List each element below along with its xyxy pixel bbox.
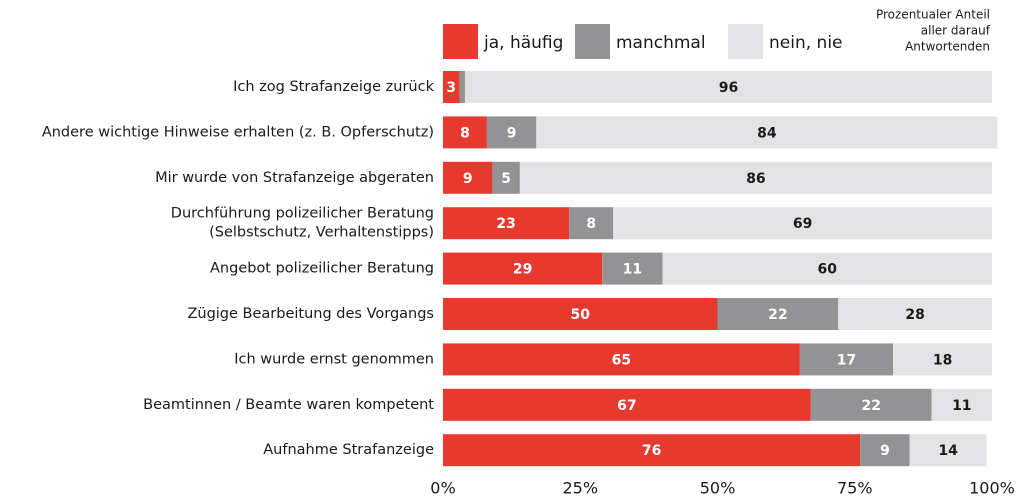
bar-segment: [464, 71, 993, 103]
legend-label: nein, nie: [769, 33, 843, 53]
value-label: 8: [586, 216, 596, 232]
legend-label: manchmal: [616, 33, 706, 53]
bar-segment: [443, 388, 811, 421]
category-label: (Selbstschutz, Verhaltenstipps): [209, 225, 434, 241]
bar-segment: [443, 207, 570, 240]
legend-swatch: [575, 24, 610, 59]
value-label: 29: [513, 262, 532, 278]
legend-swatch: [728, 24, 763, 59]
annotation: Prozentualer Anteil: [876, 8, 990, 22]
x-tick-label: 50%: [700, 479, 736, 498]
bar-segment: [909, 434, 987, 467]
value-label: 22: [861, 398, 880, 414]
value-label: 11: [623, 262, 642, 278]
value-label: 84: [757, 125, 777, 141]
value-label: 76: [642, 443, 661, 459]
category-label: Zügige Bearbeitung des Vorgangs: [187, 306, 434, 322]
legend-swatch: [443, 24, 478, 59]
bar-segment: [613, 207, 992, 240]
bar-segment: [443, 298, 718, 330]
value-label: 60: [818, 262, 838, 278]
legend-label: ja, häufig: [483, 33, 563, 53]
value-label: 18: [933, 352, 952, 368]
bar-segment: [492, 161, 520, 194]
value-label: 28: [905, 307, 924, 323]
annotation: aller darauf: [921, 24, 991, 38]
annotation: Antwortenden: [905, 40, 990, 54]
bar-segment: [838, 298, 992, 330]
value-label: 65: [612, 352, 631, 368]
category-label: Ich zog Strafanzeige zurück: [233, 79, 434, 95]
category-label: Ich wurde ernst genommen: [234, 351, 434, 367]
bar-segment: [443, 252, 603, 285]
bar-segment: [799, 343, 894, 376]
value-label: 96: [719, 80, 738, 96]
value-label: 69: [793, 216, 812, 232]
bar-segment: [443, 161, 493, 194]
bar-segment: [486, 116, 537, 149]
value-label: 50: [571, 307, 591, 323]
category-label: Angebot polizeilicher Beratung: [210, 261, 434, 277]
value-label: 22: [768, 307, 787, 323]
bar-segment: [443, 434, 861, 467]
x-tick-label: 25%: [562, 479, 598, 498]
value-label: 3: [446, 80, 456, 96]
category-label: Aufnahme Strafanzeige: [263, 442, 434, 458]
bar-segment: [443, 116, 487, 149]
value-label: 8: [460, 125, 470, 141]
value-label: 14: [938, 443, 958, 459]
category-label: Andere wichtige Hinweise erhalten (z. B.…: [42, 124, 434, 140]
value-label: 5: [501, 171, 511, 187]
bar-segment: [860, 434, 910, 467]
x-tick-label: 75%: [837, 479, 873, 498]
bar-segment: [893, 343, 992, 376]
x-tick-label: 100%: [969, 479, 1015, 498]
x-tick-label: 0%: [430, 479, 455, 498]
category-label: Beamtinnen / Beamte waren kompetent: [143, 397, 434, 413]
bar-segment: [536, 116, 998, 149]
bar-segment: [810, 388, 932, 421]
bar-segment: [459, 71, 465, 103]
category-label: Durchführung polizeilicher Beratung: [171, 206, 434, 222]
bar-segment: [443, 343, 800, 376]
bar-segment: [717, 298, 839, 330]
value-label: 67: [617, 398, 636, 414]
bar-segment: [519, 161, 992, 194]
bar-segment: [569, 207, 614, 240]
bar-segment: [443, 71, 460, 103]
value-label: 11: [952, 398, 971, 414]
bar-segment: [602, 252, 663, 285]
bar-segment: [931, 388, 992, 421]
bar-segment: [662, 252, 992, 285]
value-label: 9: [463, 171, 473, 187]
value-label: 17: [837, 352, 856, 368]
value-label: 9: [507, 125, 517, 141]
category-label: Mir wurde von Strafanzeige abgeraten: [155, 170, 434, 186]
value-label: 86: [746, 171, 765, 187]
value-label: 23: [496, 216, 515, 232]
value-label: 9: [880, 443, 890, 459]
